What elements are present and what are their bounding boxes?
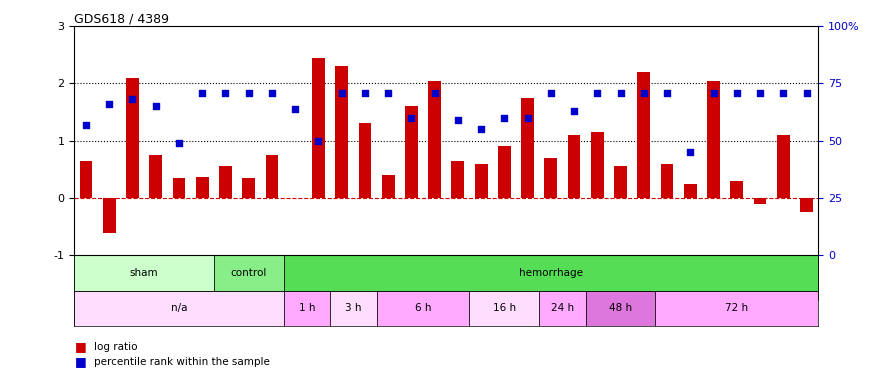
Point	[706, 90, 720, 96]
Text: percentile rank within the sample: percentile rank within the sample	[94, 357, 270, 367]
Point	[149, 104, 163, 110]
Point	[451, 117, 465, 123]
Text: hemorrhage: hemorrhage	[519, 268, 583, 278]
Bar	[637, 72, 650, 198]
Bar	[219, 166, 232, 198]
Point	[242, 90, 256, 96]
Bar	[405, 106, 417, 198]
Text: sham: sham	[130, 268, 158, 278]
Bar	[80, 160, 93, 198]
Bar	[74, 255, 213, 291]
Point	[730, 90, 744, 96]
Point	[567, 108, 581, 114]
Bar	[382, 175, 395, 198]
Text: 48 h: 48 h	[609, 303, 632, 313]
Bar	[684, 183, 696, 198]
Point	[288, 106, 302, 112]
Text: 16 h: 16 h	[493, 303, 516, 313]
Bar	[585, 291, 655, 326]
Bar	[544, 158, 557, 198]
Point	[544, 90, 558, 96]
Point	[265, 90, 279, 96]
Text: 3 h: 3 h	[345, 303, 361, 313]
Bar	[126, 78, 139, 198]
Bar	[359, 123, 371, 198]
Point	[660, 90, 674, 96]
Text: 1 h: 1 h	[298, 303, 315, 313]
Bar	[614, 166, 627, 198]
Point	[312, 138, 326, 144]
Text: log ratio: log ratio	[94, 342, 137, 352]
Bar	[568, 135, 580, 198]
Bar	[74, 291, 284, 326]
Point	[172, 140, 186, 146]
Point	[125, 96, 139, 102]
Bar	[284, 291, 330, 326]
Point	[776, 90, 790, 96]
Point	[474, 126, 488, 132]
Point	[79, 122, 93, 128]
Point	[428, 90, 442, 96]
Point	[334, 90, 348, 96]
Point	[753, 90, 767, 96]
Bar	[591, 132, 604, 198]
Bar	[655, 291, 818, 326]
Bar	[214, 255, 284, 291]
Bar	[661, 164, 674, 198]
Bar	[196, 177, 208, 198]
Bar	[312, 58, 325, 198]
Bar	[284, 255, 818, 291]
Text: 72 h: 72 h	[725, 303, 748, 313]
Bar	[265, 155, 278, 198]
Point	[404, 115, 418, 121]
Bar	[498, 146, 511, 198]
Point	[497, 115, 511, 121]
Bar	[452, 160, 465, 198]
Bar	[150, 155, 162, 198]
Text: 24 h: 24 h	[551, 303, 574, 313]
Text: ■: ■	[74, 340, 86, 353]
Point	[102, 101, 116, 107]
Text: ■: ■	[74, 356, 86, 368]
Text: control: control	[230, 268, 267, 278]
Bar	[428, 81, 441, 198]
Bar	[172, 178, 186, 198]
Point	[195, 90, 209, 96]
Bar	[242, 178, 256, 198]
Bar	[777, 135, 789, 198]
Point	[358, 90, 372, 96]
Bar	[731, 181, 743, 198]
Text: 6 h: 6 h	[415, 303, 431, 313]
Bar	[335, 66, 348, 198]
Point	[637, 90, 651, 96]
Point	[613, 90, 627, 96]
Point	[219, 90, 233, 96]
Point	[521, 115, 535, 121]
Bar	[470, 291, 539, 326]
Bar	[539, 291, 585, 326]
Point	[800, 90, 814, 96]
Point	[591, 90, 605, 96]
Point	[683, 149, 697, 155]
Bar	[522, 98, 534, 198]
Bar	[475, 164, 487, 198]
Bar	[753, 198, 766, 204]
Text: GDS618 / 4389: GDS618 / 4389	[74, 12, 170, 25]
Bar	[103, 198, 116, 233]
Text: n/a: n/a	[171, 303, 187, 313]
Bar	[376, 291, 470, 326]
Point	[382, 90, 396, 96]
Bar	[800, 198, 813, 212]
Bar	[707, 81, 720, 198]
Bar	[330, 291, 376, 326]
